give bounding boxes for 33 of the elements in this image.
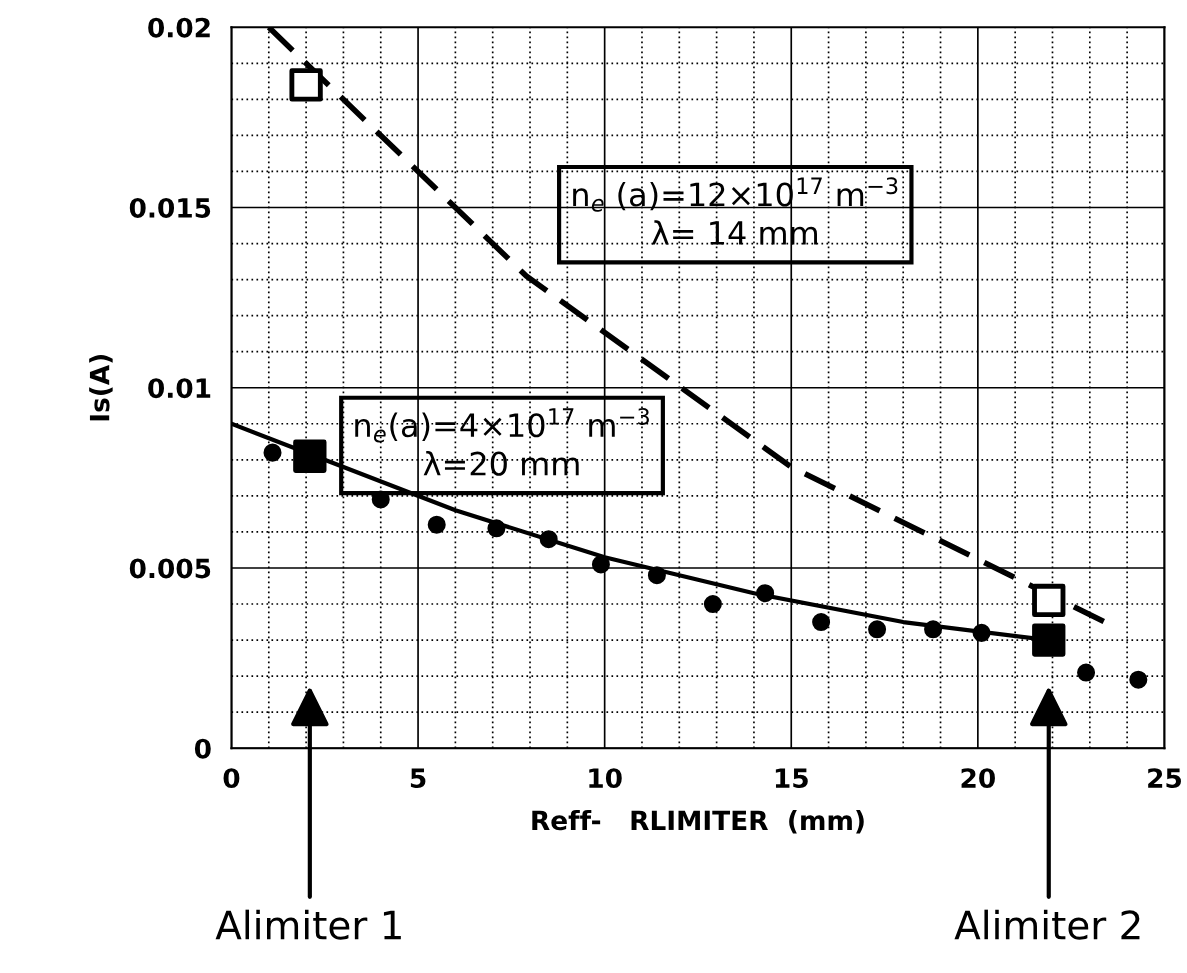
point	[972, 623, 991, 642]
point	[924, 620, 943, 639]
y-tick-label: 0	[194, 738, 211, 759]
y-tick-label: 0.005	[129, 558, 211, 579]
point	[263, 443, 282, 462]
point	[289, 68, 323, 102]
y-tick-label: 0.01	[148, 378, 211, 399]
point	[427, 515, 446, 534]
x-tick-label: 0	[223, 768, 240, 789]
text: Alimiter 2	[954, 909, 1140, 940]
y-tick-label: 0.02	[148, 17, 210, 38]
point	[539, 530, 558, 549]
point	[487, 519, 506, 538]
point	[647, 566, 666, 585]
point	[1129, 670, 1148, 689]
point	[1032, 583, 1066, 618]
y-axis-title: Is(A)	[89, 354, 113, 421]
point	[1077, 663, 1096, 682]
x-tick-label: 25	[1148, 768, 1181, 789]
x-axis-title: Reff- RLIMITER (mm)	[532, 809, 864, 834]
x-tick-label: 15	[775, 768, 808, 789]
text: Alimiter 1	[215, 909, 401, 940]
point	[756, 584, 775, 603]
point	[1032, 623, 1066, 657]
x-tick-label: 5	[410, 768, 426, 789]
point	[812, 613, 831, 632]
point	[591, 555, 610, 574]
y-tick-label: 0.015	[129, 197, 211, 218]
point	[703, 595, 722, 614]
point	[293, 439, 327, 473]
point	[868, 620, 887, 639]
x-tick-label: 20	[961, 768, 995, 789]
x-tick-label: 10	[589, 768, 622, 789]
